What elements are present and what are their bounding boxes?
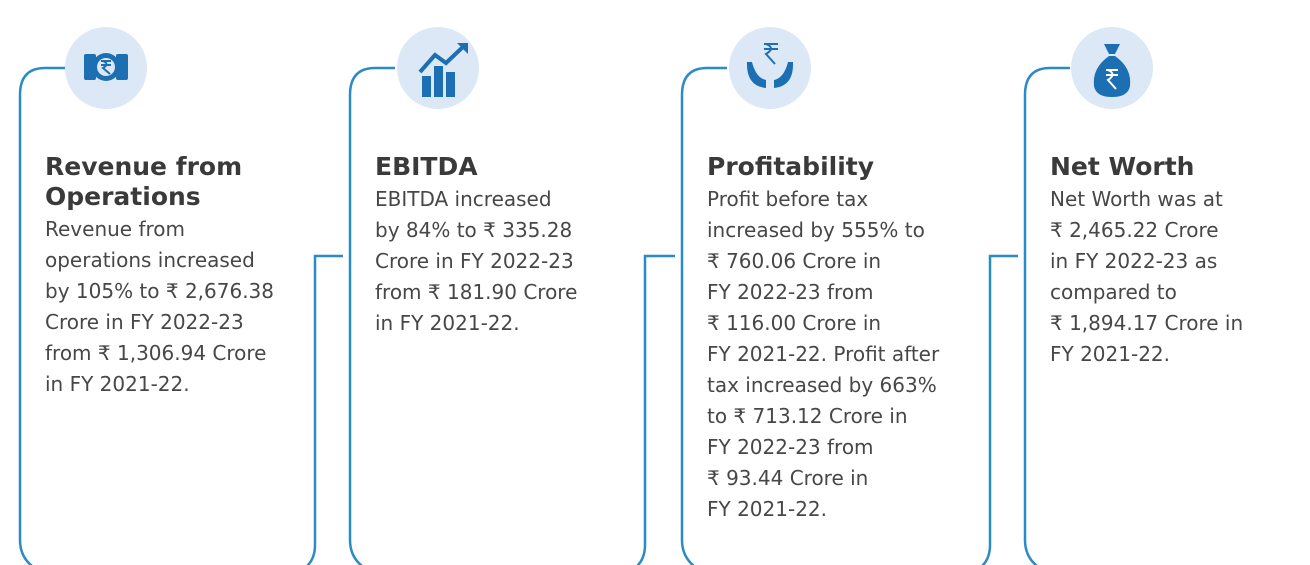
body-line: tax increased by 663% [707, 373, 937, 397]
card-body: EBITDA increased by 84% to ₹ 335.28 Crore … [375, 184, 577, 339]
body-line: in FY 2021-22. [45, 372, 190, 396]
icon-growth [397, 27, 479, 109]
body-line: increased by 555% to [707, 218, 925, 242]
body-line: operations increased [45, 248, 255, 272]
card-body: Profit before tax increased by 555% to ₹ 7… [707, 184, 939, 525]
body-line: ₹ 93.44 Crore in [707, 466, 869, 490]
icon-hands [729, 27, 811, 109]
icon-coins [65, 27, 147, 109]
body-line: by 84% to ₹ 335.28 [375, 218, 573, 242]
body-line: FY 2021-22. Profit after [707, 342, 940, 366]
borders [18, 66, 1070, 565]
body-line: from ₹ 181.90 Crore [375, 280, 578, 304]
card-border [348, 66, 395, 565]
icon-moneybag [1071, 27, 1153, 109]
body-line: in FY 2022-23 as [1050, 249, 1218, 273]
card-border [981, 254, 1018, 565]
card-title: Revenue from Operations [45, 152, 242, 212]
card-border [306, 254, 343, 565]
body-line: FY 2022-23 from [707, 435, 874, 459]
body-line: ₹ 116.00 Crore in [707, 311, 882, 335]
card-title: EBITDA [375, 152, 478, 182]
title-line: Profitability [707, 152, 875, 181]
body-line: from ₹ 1,306.94 Crore [45, 341, 267, 365]
card-border [1023, 66, 1070, 565]
body-line: ₹ 760.06 Crore in [707, 249, 882, 273]
card-title: Profitability [707, 152, 874, 182]
title-line: EBITDA [375, 152, 478, 181]
title-line: Net Worth [1050, 152, 1195, 181]
body-line: FY 2021-22. [707, 497, 827, 521]
title-line: Revenue from [45, 152, 243, 181]
body-line: Revenue from [45, 217, 185, 241]
body-line: FY 2022-23 from [707, 280, 874, 304]
card-border [636, 254, 675, 565]
card-border [18, 66, 65, 565]
body-line: compared to [1050, 280, 1177, 304]
body-line: Profit before tax [707, 187, 869, 211]
title-line: Operations [45, 182, 201, 211]
body-line: EBITDA increased [375, 187, 552, 211]
card-body: Revenue from operations increased by 105% … [45, 214, 274, 400]
body-line: ₹ 1,894.17 Crore in [1050, 311, 1244, 335]
body-line: FY 2021-22. [1050, 342, 1170, 366]
body-line: by 105% to ₹ 2,676.38 [45, 279, 275, 303]
body-line: in FY 2021-22. [375, 311, 520, 335]
card-body: Net Worth was at ₹ 2,465.22 Crore in FY 20… [1050, 184, 1243, 370]
card-title: Net Worth [1050, 152, 1194, 182]
body-line: ₹ 2,465.22 Crore [1050, 218, 1219, 242]
body-line: Crore in FY 2022-23 [45, 310, 244, 334]
body-line: Crore in FY 2022-23 [375, 249, 574, 273]
card-border [680, 66, 727, 565]
body-line: Net Worth was at [1050, 187, 1223, 211]
body-line: to ₹ 713.12 Crore in [707, 404, 908, 428]
